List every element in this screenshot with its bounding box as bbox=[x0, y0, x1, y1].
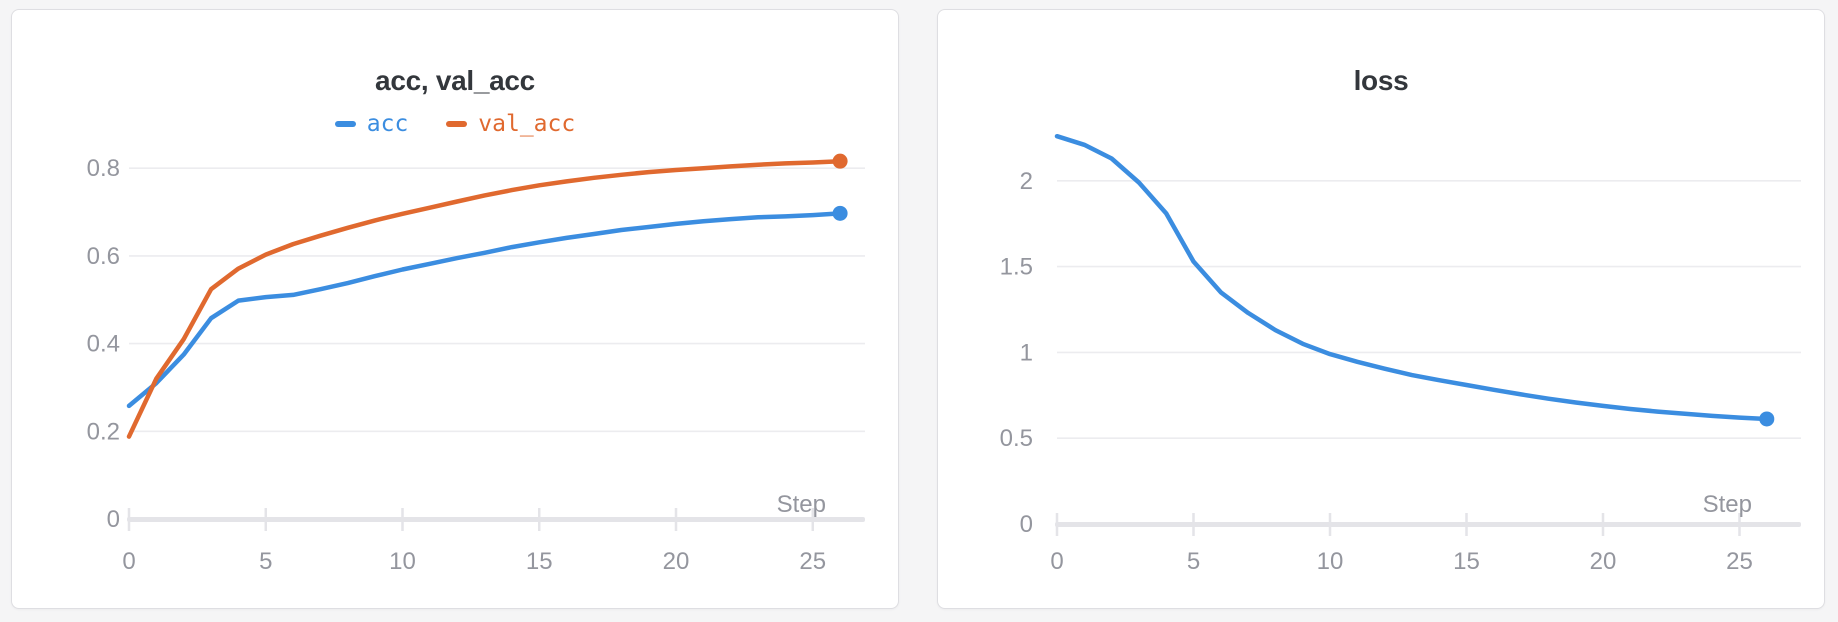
x-tick bbox=[538, 508, 541, 531]
x-tick bbox=[1055, 513, 1059, 536]
x-axis bbox=[1055, 522, 1801, 527]
y-tick-label: 0.2 bbox=[87, 418, 120, 445]
panel-loss[interactable]: loss 0 0.5 1 1.5 2 0 5 10 15 20 25 Step bbox=[937, 9, 1825, 609]
legend-label-val-acc: val_acc bbox=[478, 111, 576, 137]
legend-swatch-val-acc bbox=[446, 121, 468, 127]
x-tick-label: 25 bbox=[1726, 548, 1753, 575]
legend-label-acc: acc bbox=[366, 111, 409, 137]
x-tick-label: 15 bbox=[526, 548, 553, 575]
series-end-dot-acc bbox=[832, 205, 848, 221]
x-tick bbox=[1465, 513, 1468, 536]
y-tick-label: 1 bbox=[1020, 339, 1033, 366]
x-tick bbox=[674, 508, 678, 531]
x-tick-label: 10 bbox=[389, 548, 416, 575]
y-tick-label: 1.5 bbox=[1000, 254, 1033, 281]
x-tick bbox=[264, 508, 267, 531]
chart-title: loss bbox=[1353, 65, 1409, 96]
x-axis bbox=[127, 517, 865, 522]
x-tick bbox=[1328, 513, 1332, 536]
legend-item-val-acc[interactable]: val_acc bbox=[446, 111, 575, 137]
x-axis-label: Step bbox=[777, 491, 826, 518]
x-tick bbox=[1738, 513, 1741, 536]
chart-canvas[interactable]: 0 0.2 0.4 0.6 0.8 0 5 10 15 20 25 Step bbox=[12, 10, 898, 608]
x-axis-label: Step bbox=[1703, 491, 1752, 518]
series-line-loss bbox=[1054, 133, 1770, 422]
x-tick-label: 20 bbox=[1590, 548, 1617, 575]
x-tick bbox=[811, 508, 814, 531]
y-tick-label: 0.5 bbox=[1000, 425, 1033, 452]
y-tick-label: 0 bbox=[1020, 511, 1033, 538]
x-tick-label: 5 bbox=[1187, 548, 1200, 575]
series-end-dot-loss bbox=[1759, 411, 1775, 427]
series-end-dot-val_acc bbox=[832, 153, 848, 169]
legend-swatch-acc bbox=[334, 121, 356, 127]
chart-title: acc, val_acc bbox=[375, 65, 535, 96]
series-line-val_acc bbox=[126, 158, 843, 439]
panel-acc-val-acc[interactable]: acc, val_acc acc val_acc 0 0.2 0.4 0.6 0.8 0 5… bbox=[11, 9, 899, 609]
legend-item-acc[interactable]: acc bbox=[334, 111, 409, 137]
y-tick-label: 0 bbox=[107, 506, 120, 533]
x-tick-label: 0 bbox=[122, 548, 135, 575]
x-tick-label: 15 bbox=[1453, 548, 1480, 575]
x-tick-label: 25 bbox=[799, 548, 826, 575]
x-tick bbox=[1601, 513, 1605, 536]
y-tick-label: 0.8 bbox=[87, 155, 120, 182]
x-tick-label: 10 bbox=[1317, 548, 1344, 575]
x-tick bbox=[401, 508, 404, 531]
x-tick-label: 0 bbox=[1050, 548, 1063, 575]
x-tick-label: 5 bbox=[259, 548, 272, 575]
x-tick bbox=[127, 508, 131, 531]
chart-legend: acc val_acc bbox=[12, 111, 898, 137]
x-tick bbox=[1192, 513, 1195, 536]
series-line-acc bbox=[126, 211, 843, 409]
y-tick-label: 2 bbox=[1020, 168, 1033, 195]
y-tick-label: 0.4 bbox=[87, 331, 120, 358]
y-tick-label: 0.6 bbox=[87, 243, 120, 270]
x-tick-label: 20 bbox=[663, 548, 690, 575]
